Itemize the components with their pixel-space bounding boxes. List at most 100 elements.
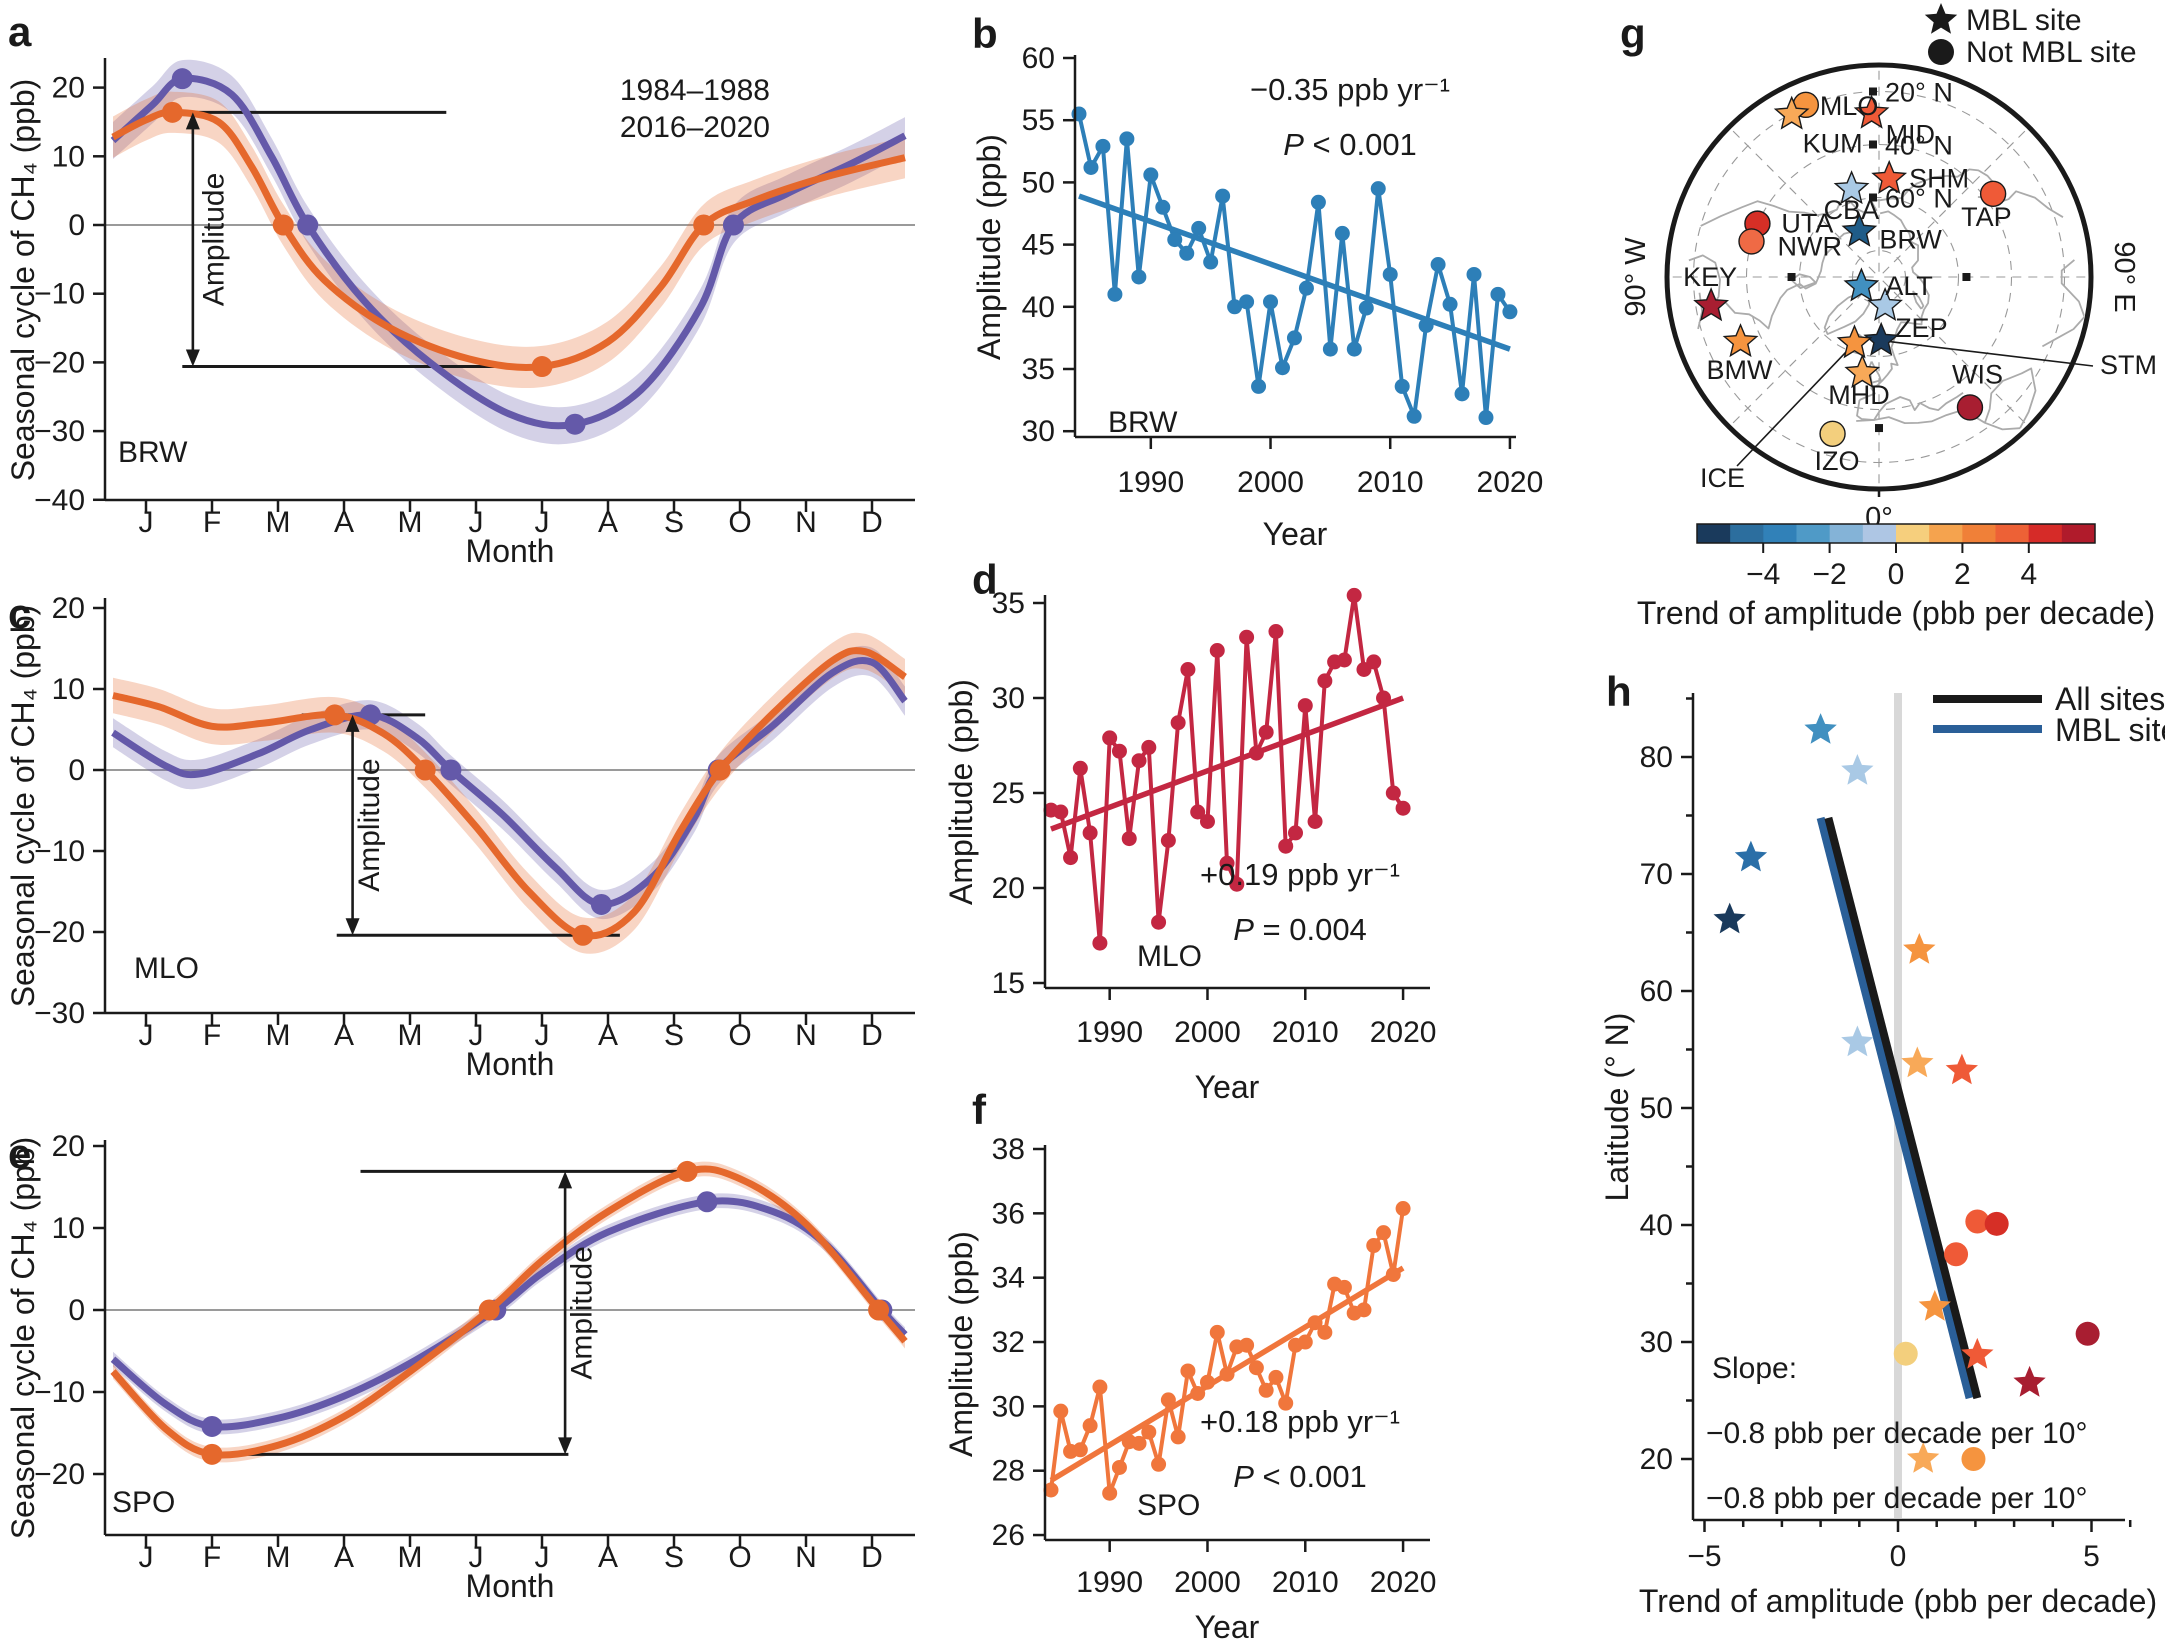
panel-c-month-label: M bbox=[266, 1019, 291, 1052]
panel-f-point bbox=[1297, 1334, 1313, 1350]
panel-c-month-label: S bbox=[664, 1019, 684, 1052]
panel-f-point bbox=[1268, 1369, 1284, 1385]
graticule-circle bbox=[1798, 196, 1960, 358]
panel-a-ytick: −10 bbox=[34, 278, 85, 311]
panel-f-point bbox=[1199, 1374, 1215, 1390]
h-xtick: 5 bbox=[2083, 1540, 2100, 1573]
map-site-label-KUM: KUM bbox=[1803, 128, 1863, 158]
panel-b-point bbox=[1322, 341, 1338, 357]
panel-d-ytick: 20 bbox=[992, 872, 1025, 905]
panel-f-point bbox=[1180, 1363, 1196, 1379]
panel-a-month-label: A bbox=[334, 506, 354, 539]
panel-b-ytick: 30 bbox=[1022, 415, 1055, 448]
panel-f-letter: f bbox=[972, 1086, 987, 1133]
panel-e-month-label: A bbox=[334, 1541, 354, 1574]
h-point-MID bbox=[1961, 1337, 1994, 1369]
map-site-label-SHM: SHM bbox=[1909, 164, 1969, 194]
panel-e: Amplitude 20 10 0 −10 −20 J F M A M J J A S O N D Month Sea… bbox=[5, 1130, 915, 1604]
colorbar-segment bbox=[1929, 524, 1963, 543]
h-legend-label: All sites bbox=[2055, 681, 2165, 717]
map-site-label-BMW: BMW bbox=[1707, 355, 1774, 385]
panel-d-annotation-slope: +0.19 ppb yr⁻¹ bbox=[1200, 857, 1400, 892]
panel-f-ytick: 36 bbox=[992, 1197, 1025, 1230]
panel-b-point bbox=[1155, 199, 1171, 215]
panel-a-ytick: −40 bbox=[34, 484, 85, 517]
panel-c-month-label: J bbox=[469, 1019, 484, 1052]
map-site-ZEP bbox=[1867, 286, 1903, 321]
panel-f-xtick: 1990 bbox=[1076, 1566, 1143, 1599]
panel-c-ytick: −10 bbox=[34, 835, 85, 868]
map-site-label-STM: STM bbox=[2100, 350, 2157, 380]
panel-c-band-1 bbox=[113, 632, 905, 954]
map-legend-star-label: MBL site bbox=[1966, 4, 2082, 37]
panel-d-point bbox=[1111, 743, 1127, 759]
panel-e-month-label: F bbox=[203, 1541, 221, 1574]
h-ytick: 80 bbox=[1640, 741, 1673, 774]
h-ytick: 20 bbox=[1640, 1443, 1673, 1476]
map-site-STM bbox=[1863, 321, 1900, 356]
panel-b-point bbox=[1191, 220, 1207, 236]
map-site-BRW bbox=[1841, 212, 1878, 247]
panel-d-point bbox=[1209, 643, 1225, 658]
panel-b-point bbox=[1454, 386, 1470, 402]
colorbar-segment bbox=[1796, 524, 1831, 543]
map-legend-circle-icon bbox=[1928, 39, 1954, 65]
panel-a-marker bbox=[693, 214, 715, 236]
panel-b-xtick: 2000 bbox=[1237, 466, 1304, 499]
panel-d-point bbox=[1297, 698, 1313, 714]
colorbar-tick: −2 bbox=[1812, 558, 1846, 591]
panel-e-ytick: −20 bbox=[34, 1458, 85, 1491]
panel-c-month-label: J bbox=[139, 1019, 154, 1052]
coastline bbox=[1912, 290, 1925, 310]
colorbar-tick: 2 bbox=[1954, 558, 1971, 591]
panel-f-xlabel: Year bbox=[1195, 1609, 1260, 1645]
panel-f-point bbox=[1356, 1302, 1372, 1318]
panel-d-point bbox=[1190, 804, 1206, 820]
panel-a-legend-0: 1984–1988 bbox=[620, 74, 770, 107]
panel-d-point bbox=[1160, 833, 1176, 848]
panel-b-point bbox=[1119, 131, 1135, 147]
panel-d-xlabel: Year bbox=[1195, 1069, 1260, 1105]
map-site-ALT bbox=[1843, 267, 1880, 302]
colorbar-segment bbox=[1962, 524, 1996, 543]
map-site-label-KEY: KEY bbox=[1683, 262, 1737, 292]
panel-b-point bbox=[1394, 378, 1410, 394]
panel-c-ylabel: Seasonal cycle of CH₄ (ppb) bbox=[5, 605, 41, 1008]
panel-b-xtick: 2010 bbox=[1357, 466, 1424, 499]
h-point-WIS bbox=[2075, 1321, 2100, 1346]
h-point-BRW bbox=[1734, 840, 1768, 872]
h-point-KEY bbox=[2013, 1365, 2046, 1397]
h-point-SHM bbox=[1945, 1053, 1978, 1085]
panel-b-ytick: 60 bbox=[1022, 42, 1055, 75]
map-site-KUM bbox=[1773, 95, 1810, 130]
h-point-ICE bbox=[1903, 933, 1936, 964]
panel-a-month-label: J bbox=[535, 506, 550, 539]
map-site-label-IZO: IZO bbox=[1815, 446, 1860, 476]
panel-f-annotation-slope: +0.18 ppb yr⁻¹ bbox=[1200, 1404, 1400, 1439]
panel-a-amplitude-label: Amplitude bbox=[197, 173, 230, 306]
panel-b-point bbox=[1490, 286, 1506, 302]
panel-a-letter: a bbox=[8, 8, 32, 55]
panel-c-ytick: 0 bbox=[68, 754, 85, 787]
panel-b-point bbox=[1179, 245, 1195, 261]
colorbar-segment bbox=[1862, 524, 1897, 543]
panel-d-xtick: 1990 bbox=[1076, 1016, 1143, 1049]
map-site-label-ICE: ICE bbox=[1700, 463, 1745, 493]
panel-f-point bbox=[1376, 1225, 1392, 1241]
panel-f-point bbox=[1131, 1435, 1147, 1451]
panel-a-month-label: O bbox=[728, 506, 751, 539]
panel-h-xlabel: Trend of amplitude (pbb per decade) bbox=[1639, 1583, 2157, 1619]
panel-b-xtick: 2020 bbox=[1477, 466, 1544, 499]
h-point-MHD bbox=[1901, 1046, 1934, 1078]
panel-b-ytick: 40 bbox=[1022, 291, 1055, 324]
colorbar-segment bbox=[1896, 524, 1930, 543]
panel-b-annotation-p: P < 0.001 bbox=[1283, 127, 1417, 162]
panel-a-ylabel: Seasonal cycle of CH₄ (ppb) bbox=[5, 79, 41, 482]
panel-a-legend-1: 2016–2020 bbox=[620, 111, 770, 144]
colorbar-title: Trend of amplitude (pbb per decade) bbox=[1637, 595, 2155, 631]
panel-c-month-label: J bbox=[535, 1019, 550, 1052]
panel-d-point bbox=[1248, 745, 1264, 761]
panel-d-point bbox=[1268, 624, 1284, 639]
panel-d-point bbox=[1180, 662, 1196, 677]
